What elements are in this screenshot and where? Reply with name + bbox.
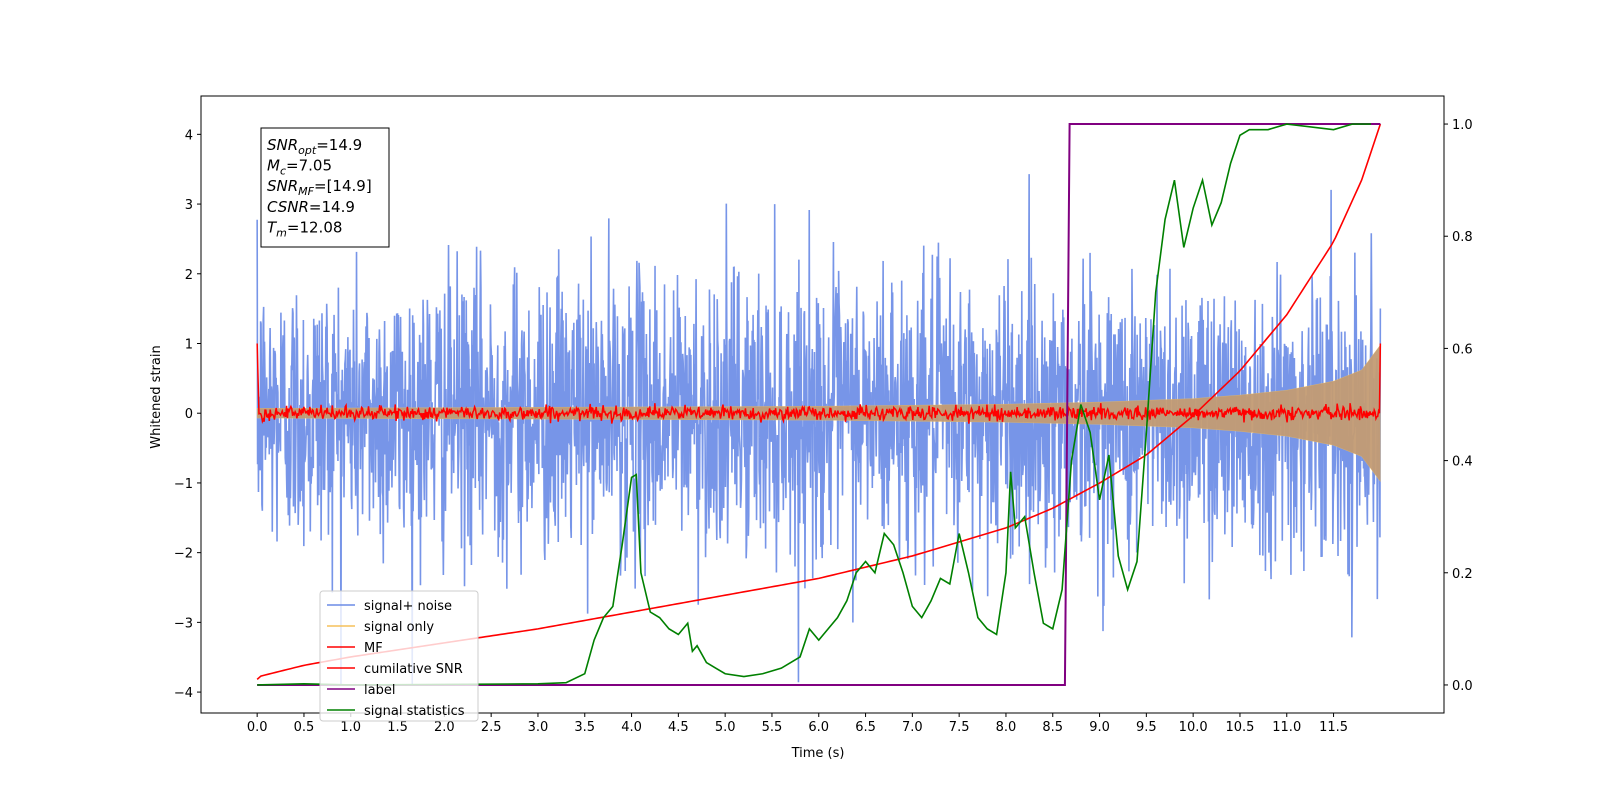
y-tick-label: −1 [174, 477, 193, 492]
annotation-line: CSNR=14.9 [267, 198, 355, 216]
x-tick-label: 5.5 [762, 720, 783, 735]
y-right-tick-label: 0.4 [1452, 455, 1473, 470]
series-mf [256, 343, 1382, 424]
y-tick-label: 3 [185, 198, 193, 213]
series-label [257, 123, 1381, 686]
x-tick-label: 7.0 [902, 720, 923, 735]
axes-frame [200, 95, 1445, 714]
axes: 0.0 0.5 1.0 1.5 2.0 2.5 3.0 3.5 4.0 4.5 5.0 5.5 6.0 6… [174, 95, 1473, 735]
annotation-line: SNRopt=14.9 [267, 136, 362, 157]
y-tick-label: −2 [174, 547, 193, 562]
legend-label: cumilative SNR [364, 662, 463, 677]
x-tick-label: 3.0 [528, 720, 549, 735]
y-tick-label: 1 [185, 337, 193, 352]
legend-label: signal statistics [364, 704, 465, 719]
x-tick-label: 2.5 [481, 720, 502, 735]
x-tick-label: 0.5 [294, 720, 315, 735]
x-tick-label: 9.5 [1136, 720, 1157, 735]
x-tick-label: 9.0 [1089, 720, 1110, 735]
legend-box [319, 590, 479, 722]
x-tick-label: 1.0 [340, 720, 361, 735]
annotation-line: SNRMF=[14.9] [267, 177, 372, 198]
y-right-tick-label: 0.0 [1452, 679, 1473, 694]
x-tick-label: 1.5 [387, 720, 408, 735]
x-tick-label: 10.0 [1179, 720, 1208, 735]
y-right-tick-label: 0.8 [1452, 230, 1473, 245]
x-tick-label: 7.5 [949, 720, 970, 735]
x-tick-label: 0.0 [247, 720, 268, 735]
series-signal-statistics [257, 123, 1371, 686]
y-tick-label: 4 [185, 128, 193, 143]
x-tick-label: 11.0 [1272, 720, 1301, 735]
x-tick-label: 3.5 [574, 720, 595, 735]
y-tick-label: 0 [185, 407, 193, 422]
x-tick-label: 11.5 [1319, 720, 1348, 735]
annotation-line: Mc=7.05 [267, 157, 332, 178]
y-axis-label: Whitened strain [149, 345, 164, 448]
x-tick-label: 6.5 [855, 720, 876, 735]
y-right-tick-label: 0.6 [1452, 342, 1473, 357]
x-tick-label: 5.0 [715, 720, 736, 735]
y-right-tick-label: 0.2 [1452, 567, 1473, 582]
legend-label: signal+ noise [364, 599, 452, 614]
legend-label: MF [364, 641, 383, 656]
y-tick-label: −3 [174, 616, 193, 631]
x-tick-label: 8.5 [1042, 720, 1063, 735]
x-tick-label: 8.0 [996, 720, 1017, 735]
legend: signal+ noise signal only MF cumilative SNR… [319, 590, 479, 722]
x-axis-label: Time (s) [791, 746, 845, 761]
y-right-tick-label: 1.0 [1452, 118, 1473, 133]
series-signal-noise [256, 174, 1382, 686]
x-tick-label: 4.0 [621, 720, 642, 735]
x-tick-label: 2.0 [434, 720, 455, 735]
y-tick-label: −4 [174, 686, 193, 701]
annotation-line: Tm=12.08 [267, 218, 342, 239]
legend-label: label [364, 683, 395, 698]
x-tick-label: 10.5 [1225, 720, 1254, 735]
y-tick-label: 2 [185, 268, 193, 283]
legend-label: signal only [364, 620, 434, 635]
x-tick-label: 4.5 [668, 720, 689, 735]
annotation-box [260, 127, 390, 248]
x-tick-label: 6.0 [808, 720, 829, 735]
